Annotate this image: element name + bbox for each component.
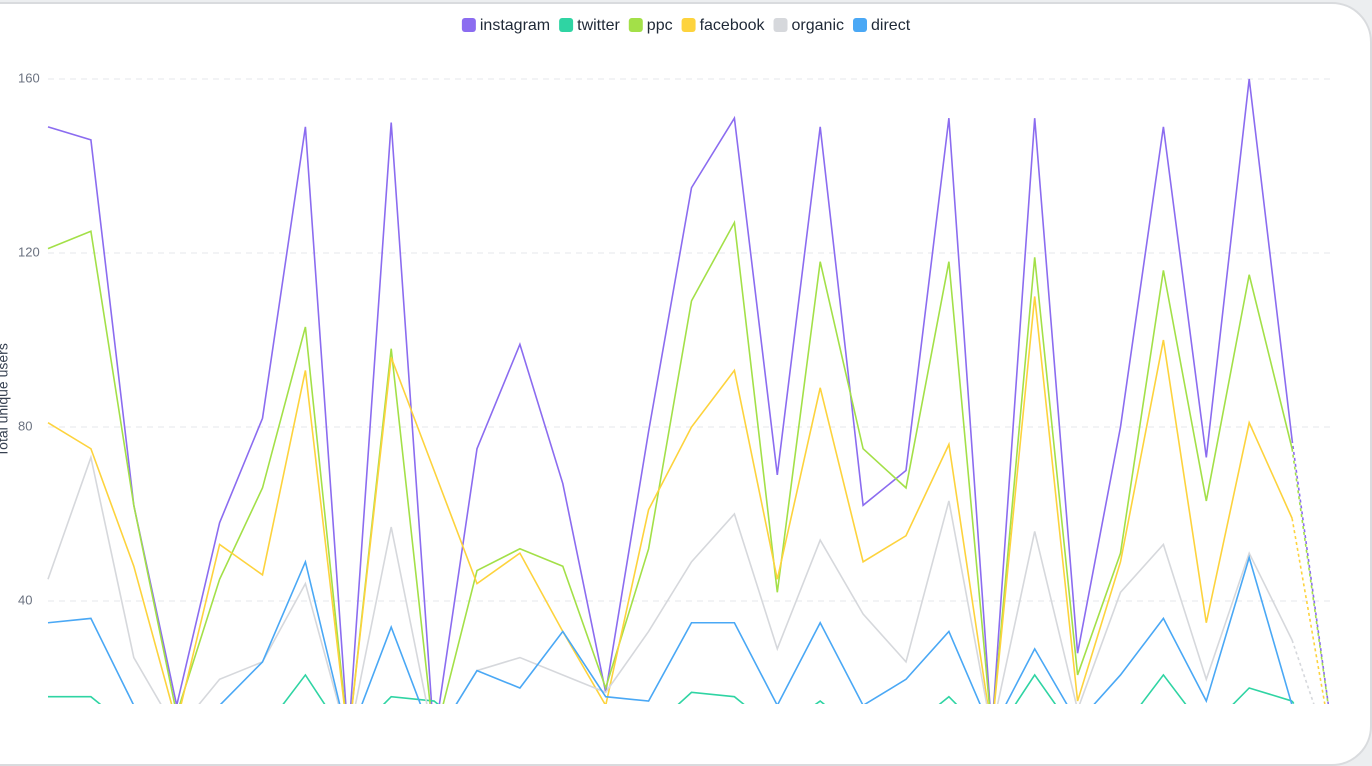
y-tick-label: 160 [18,70,40,85]
y-tick-label: 120 [18,244,40,259]
y-tick-label: 80 [18,418,32,433]
legend: instagram twitter ppc facebook organic direct [461,17,911,34]
legend-item: instagram [461,17,550,34]
legend-item: twitter [559,17,620,34]
series-line-incomplete [1291,639,1315,704]
series-line-incomplete [1291,518,1326,704]
legend-label: direct [871,17,911,34]
series-line-incomplete [1291,439,1330,704]
legend-label: twitter [577,17,620,34]
legend-item: facebook [681,17,766,34]
legend-item: direct [853,17,911,34]
legend-label: facebook [700,17,766,34]
series-line [47,219,1293,704]
legend-swatch [628,18,643,32]
series-line-incomplete [1291,448,1329,704]
legend-swatch [853,18,868,32]
series-line [47,78,1293,704]
series-line [47,554,1293,704]
legend-label: ppc [647,17,673,34]
legend-label: organic [792,17,844,34]
legend-swatch [461,18,476,32]
y-tick-label: 40 [18,592,32,607]
chart: Total unique users 40 80 120 160 instagram tw… [0,17,1335,704]
y-axis-label: Total unique users [0,343,11,457]
legend-item: ppc [628,17,673,34]
legend-swatch [773,18,788,32]
series-line [47,296,1293,704]
series-line [47,454,1293,704]
legend-swatch [681,18,696,32]
legend-item: organic [773,17,844,34]
legend-label: instagram [480,17,550,34]
legend-swatch [559,18,574,32]
